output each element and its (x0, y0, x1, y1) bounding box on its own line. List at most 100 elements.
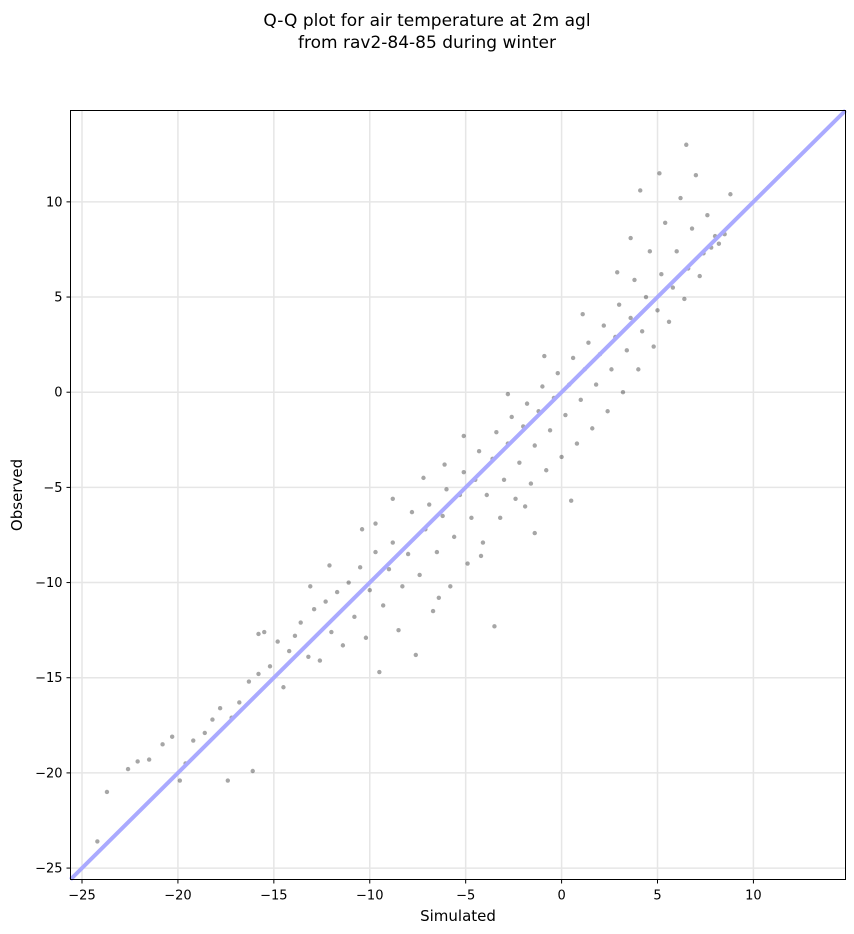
data-point (670, 285, 676, 290)
y-tick-label: 10 (46, 195, 63, 210)
x-tick-label: −20 (164, 889, 191, 904)
data-point (662, 220, 668, 226)
data-point (684, 142, 689, 147)
data-point (689, 226, 695, 231)
data-point (524, 401, 530, 406)
plot-frame (70, 110, 846, 880)
data-point (559, 454, 564, 460)
y-tick-label: 0 (54, 386, 62, 401)
x-tick-label: 10 (745, 889, 762, 904)
data-point (448, 584, 453, 589)
data-point (386, 567, 392, 572)
data-point (306, 654, 311, 659)
scatter-points (95, 142, 733, 844)
data-point (359, 527, 365, 532)
data-point (275, 639, 280, 644)
data-point (298, 620, 303, 625)
y-tick-label: −25 (35, 862, 62, 877)
data-point (135, 759, 140, 764)
data-point (615, 270, 620, 275)
data-point (434, 549, 440, 555)
data-point (237, 700, 242, 705)
y-tick-label: −10 (35, 576, 62, 591)
data-point (281, 685, 286, 690)
data-point (160, 742, 165, 747)
data-point (620, 390, 626, 395)
data-point (363, 635, 369, 640)
grid (70, 110, 846, 880)
data-point (390, 496, 395, 502)
data-point (505, 391, 511, 397)
data-point (547, 428, 553, 433)
data-point (540, 384, 545, 389)
data-point (125, 766, 131, 772)
data-point (286, 648, 292, 654)
data-point (480, 540, 486, 545)
reference-line (69, 109, 847, 881)
axis-ticks: −25 −20 −15 −10 −5 0 5 10 −25 −20 −15 −10 −5 0 5 10 (35, 195, 762, 903)
data-point (544, 468, 549, 473)
x-tick-label: −5 (456, 889, 475, 904)
data-point (532, 530, 537, 536)
data-point (705, 212, 710, 218)
data-point (528, 481, 534, 486)
data-point (716, 241, 722, 246)
data-point (578, 397, 583, 403)
data-point (210, 717, 215, 722)
y-tick-label: −15 (35, 671, 62, 686)
data-point (643, 294, 649, 300)
data-point (616, 302, 622, 307)
data-point (586, 340, 591, 345)
data-point (628, 315, 633, 321)
chart-title-line2: from rav2-84-85 during winter (298, 33, 556, 53)
data-point (421, 475, 426, 481)
data-point (498, 515, 503, 521)
data-point (638, 188, 643, 193)
data-point (104, 789, 110, 795)
data-point (666, 319, 672, 324)
data-point (202, 730, 207, 736)
data-point (517, 460, 522, 465)
data-point (659, 271, 664, 277)
data-point (191, 738, 196, 743)
data-point (682, 296, 687, 302)
data-point (632, 277, 637, 283)
x-tick-label: 5 (653, 889, 661, 904)
data-point (605, 409, 610, 414)
data-point (373, 549, 378, 555)
data-point (377, 669, 382, 675)
data-point (334, 589, 340, 595)
data-point (655, 308, 660, 313)
data-point (601, 323, 606, 328)
data-point (651, 344, 656, 349)
data-point (413, 652, 418, 658)
data-point (451, 534, 457, 540)
data-point (262, 629, 267, 635)
data-point (440, 513, 445, 519)
chart-title-line1: Q-Q plot for air temperature at 2m agl (263, 11, 591, 31)
data-point (146, 757, 152, 762)
data-point (367, 587, 372, 593)
data-point (292, 633, 298, 639)
data-point (311, 607, 317, 612)
data-point (542, 353, 547, 359)
data-point (317, 658, 323, 663)
data-point (256, 671, 261, 677)
data-point (436, 595, 442, 600)
data-point (352, 614, 357, 620)
data-point (522, 504, 528, 509)
data-point (492, 624, 497, 629)
data-point (484, 492, 489, 498)
data-point (568, 498, 574, 503)
data-point (628, 235, 633, 241)
data-point (697, 273, 702, 279)
data-point (430, 608, 436, 614)
data-point (169, 734, 175, 739)
data-point (624, 348, 630, 353)
data-point (442, 462, 447, 467)
y-tick-label: −5 (43, 481, 62, 496)
data-point (609, 367, 614, 372)
data-point (327, 563, 332, 568)
data-point (444, 487, 449, 492)
data-point (570, 355, 576, 361)
